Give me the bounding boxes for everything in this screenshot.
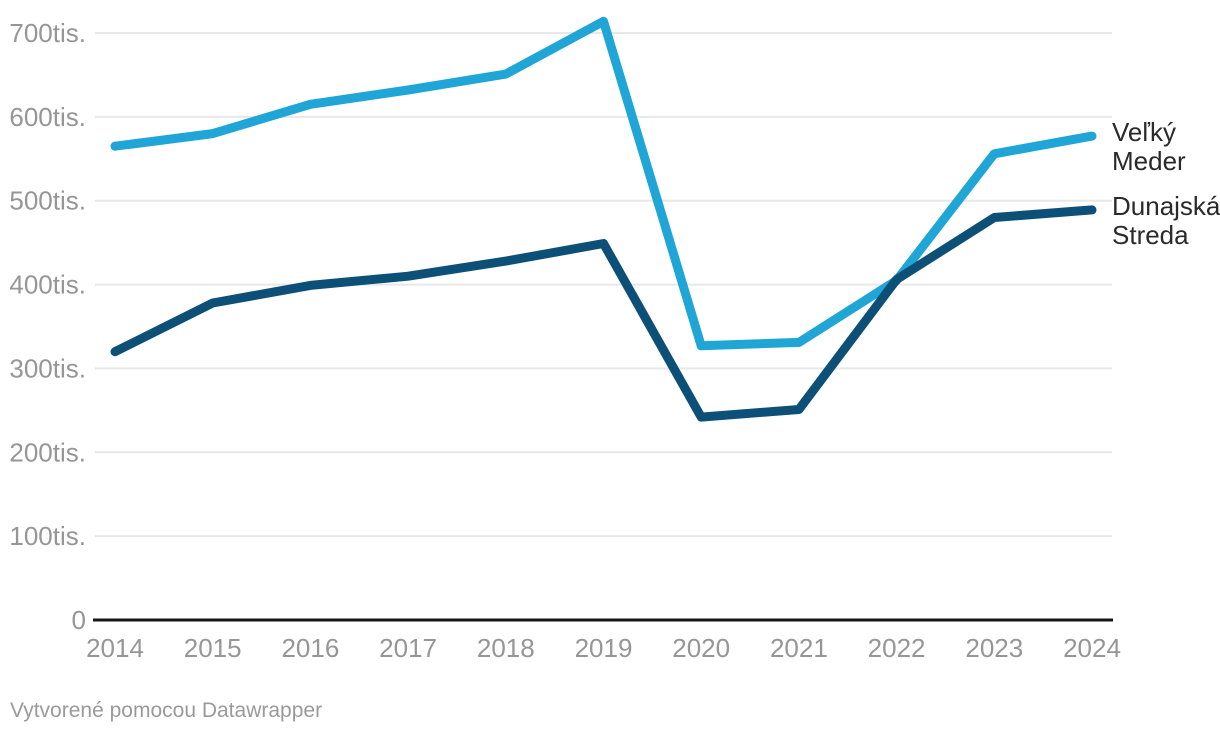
- y-axis-tick-label: 500tis.: [9, 186, 86, 216]
- series-line-ve-k-meder: [110, 16, 1097, 351]
- y-axis-tick-label: 100tis.: [9, 521, 86, 551]
- y-axis-tick-label: 0: [72, 605, 86, 635]
- x-axis-tick-label: 2020: [672, 633, 730, 663]
- x-axis-tick-label: 2024: [1063, 633, 1121, 663]
- y-axis-tick-label: 700tis.: [9, 18, 86, 48]
- x-axis-tick-label: 2019: [575, 633, 633, 663]
- x-axis-tick-label: 2016: [281, 633, 339, 663]
- datawrapper-attribution-link[interactable]: Vytvorené pomocou Datawrapper: [10, 699, 323, 722]
- x-axis-tick-label: 2021: [770, 633, 828, 663]
- x-axis-tick-label: 2023: [965, 633, 1023, 663]
- y-axis-tick-label: 600tis.: [9, 102, 86, 132]
- y-axis-tick-label: 400tis.: [9, 270, 86, 300]
- x-axis-tick-label: 2022: [868, 633, 926, 663]
- y-axis-tick-label: 200tis.: [9, 437, 86, 467]
- y-axis-tick-label: 300tis.: [9, 353, 86, 383]
- x-axis-tick-label: 2014: [86, 633, 144, 663]
- x-axis-tick-label: 2015: [184, 633, 242, 663]
- series-line-dunajsk-streda: [110, 205, 1097, 422]
- x-axis-tick-label: 2018: [477, 633, 535, 663]
- x-axis-tick-label: 2017: [379, 633, 437, 663]
